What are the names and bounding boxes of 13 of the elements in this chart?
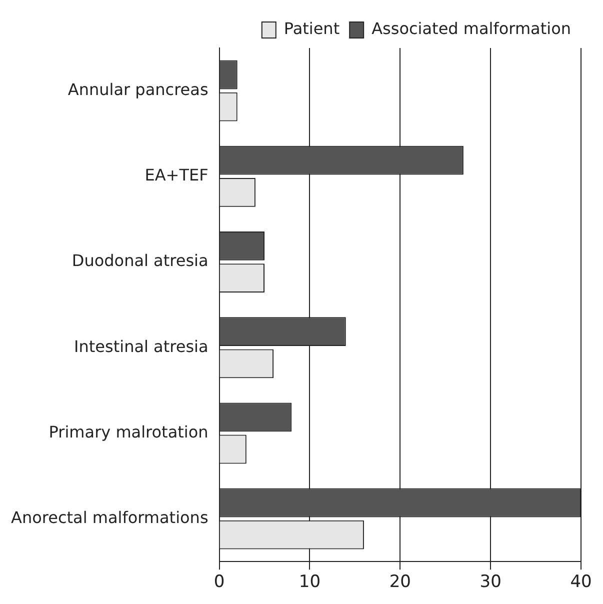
x-tick-label: 0 bbox=[214, 572, 225, 592]
y-tick-label: EA+TEF bbox=[144, 166, 208, 185]
y-tick-label: Duodonal atresia bbox=[72, 251, 208, 270]
legend-label: Associated malformation bbox=[372, 19, 571, 38]
y-tick-label: Annular pancreas bbox=[68, 80, 208, 99]
x-tick-label: 10 bbox=[298, 572, 321, 592]
y-tick-label: Anorectal malformations bbox=[11, 508, 208, 527]
x-tick-label: 40 bbox=[570, 572, 592, 592]
y-tick-label: Intestinal atresia bbox=[74, 336, 208, 356]
x-tick-label: 20 bbox=[389, 572, 411, 592]
x-tick-label: 30 bbox=[480, 572, 502, 592]
y-tick-label: Primary malrotation bbox=[48, 422, 208, 442]
legend-label: Patient bbox=[284, 19, 340, 38]
